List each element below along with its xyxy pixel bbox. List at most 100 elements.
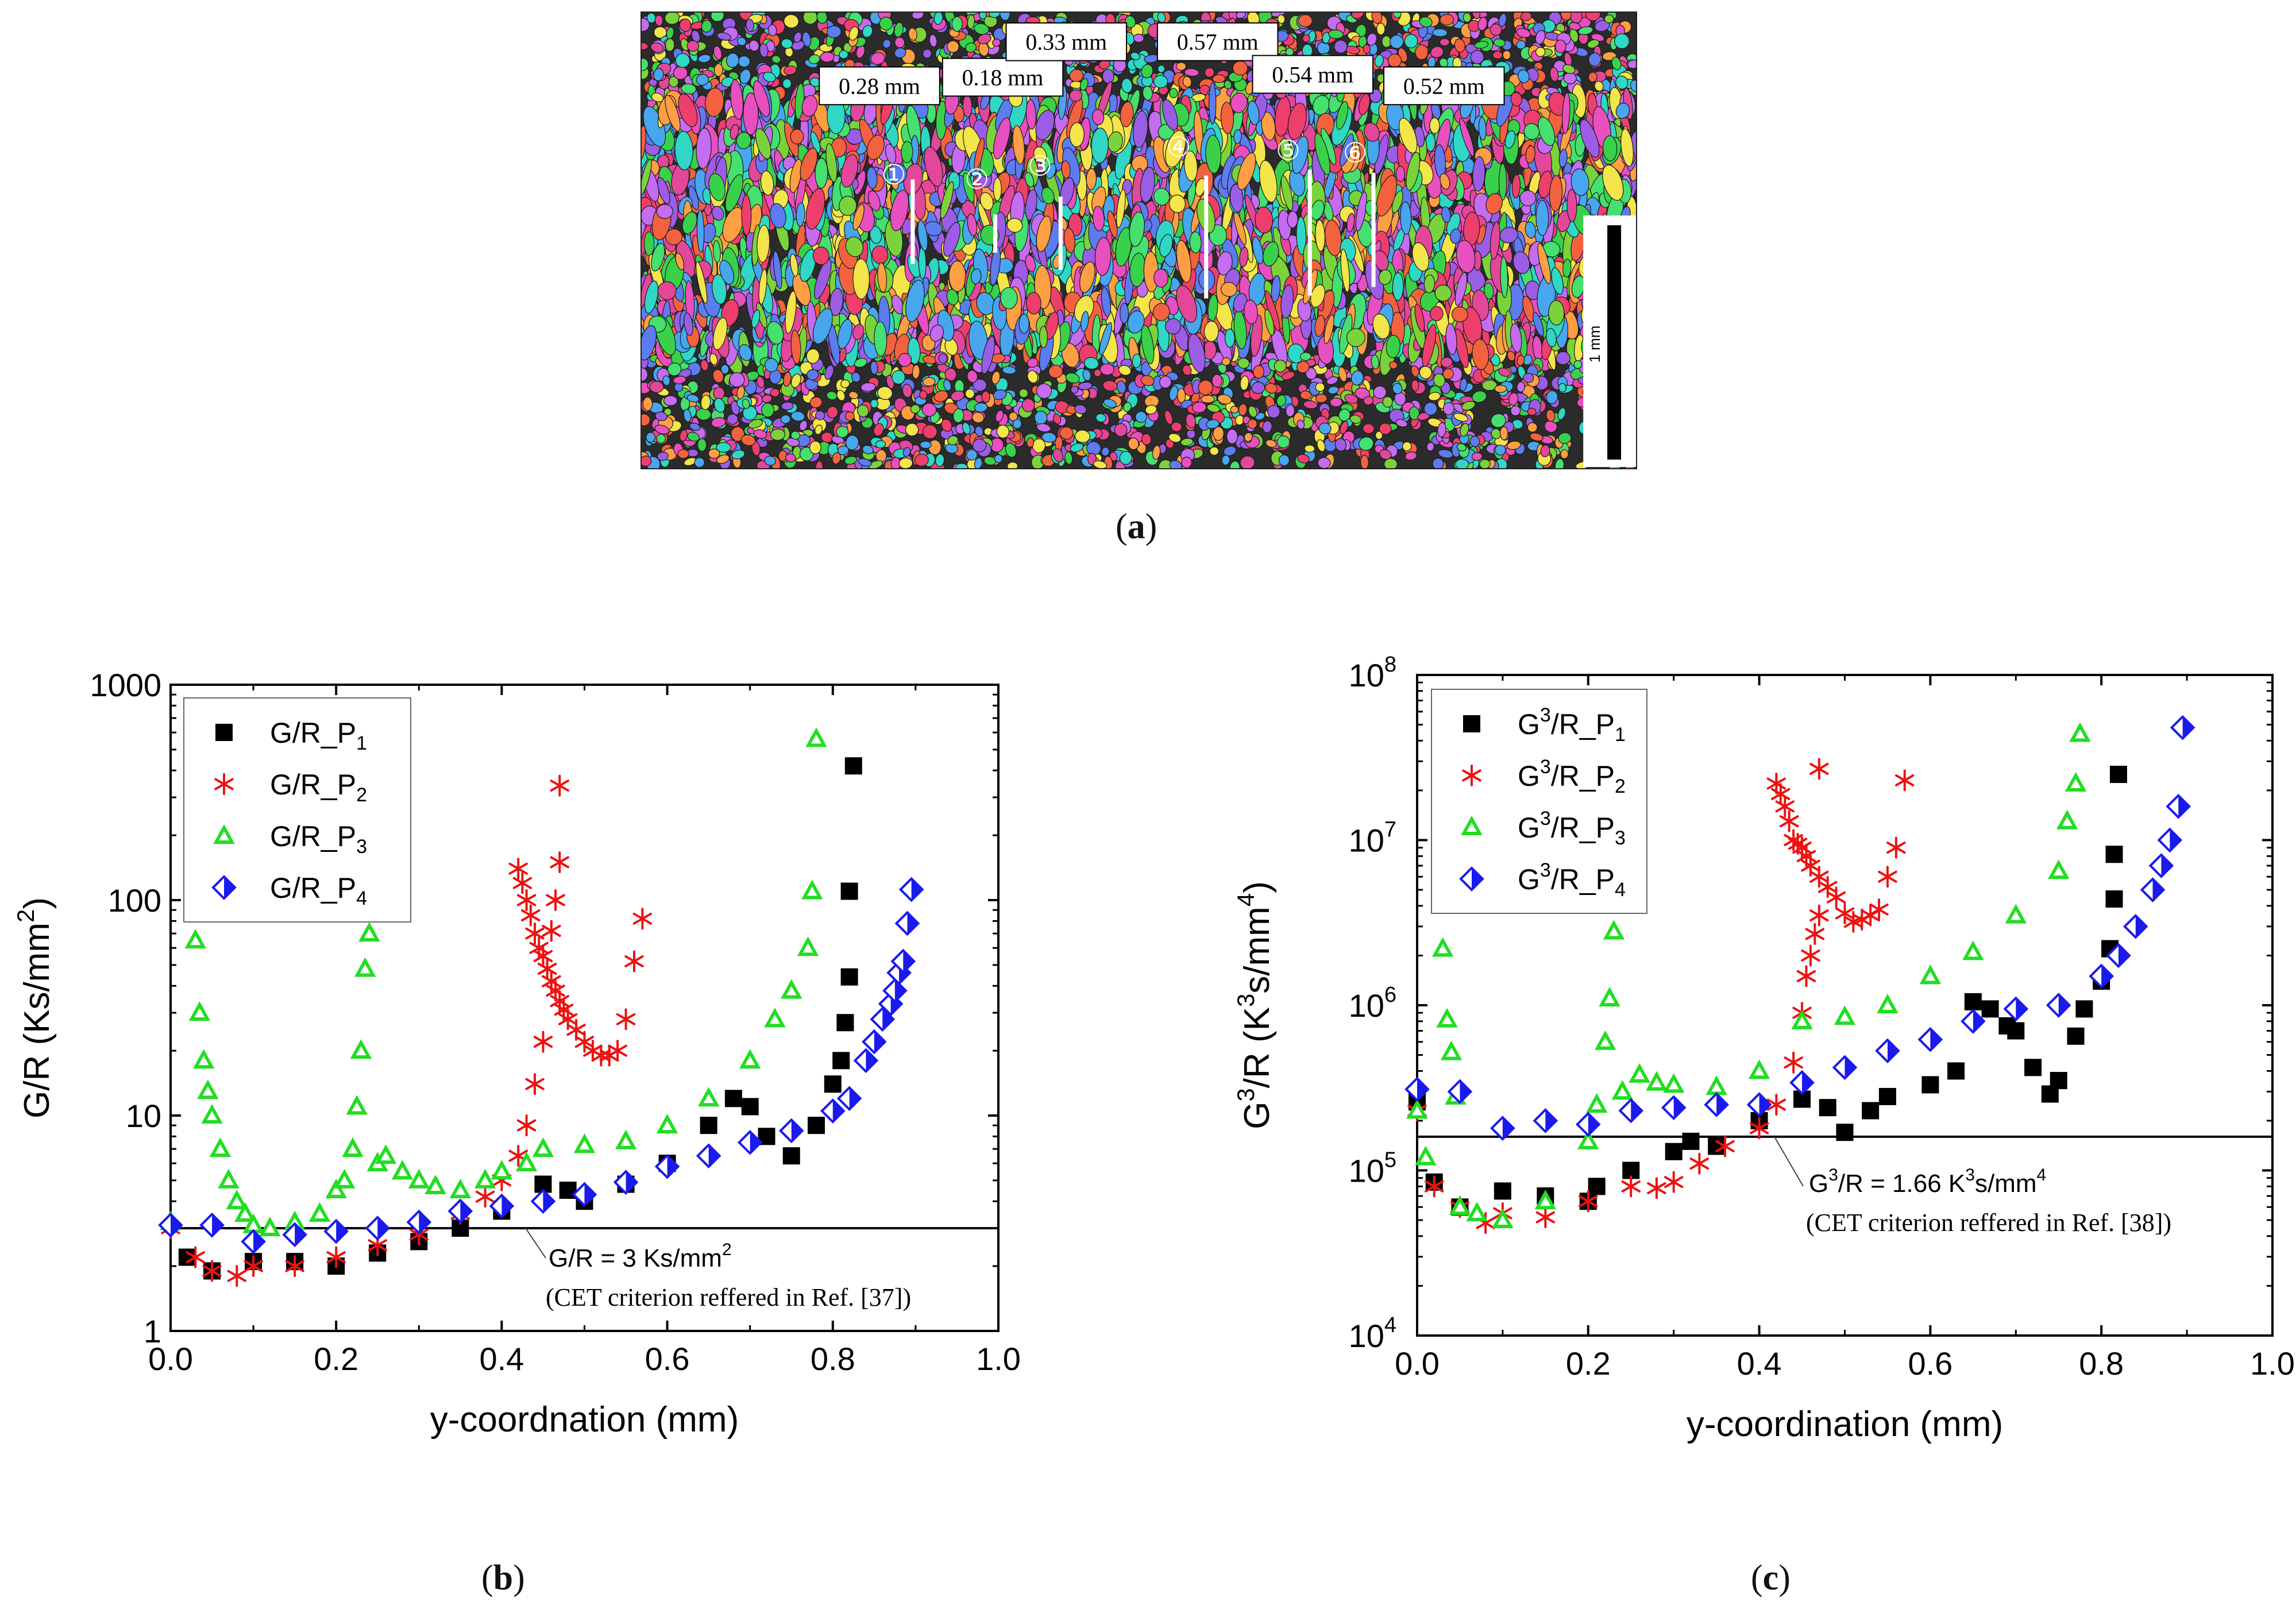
ebsd-grain <box>771 55 781 64</box>
ebsd-grain <box>1211 374 1222 388</box>
ebsd-grain <box>1346 328 1365 347</box>
ebsd-grain <box>948 260 966 292</box>
ebsd-grain <box>802 13 818 25</box>
ebsd-grain <box>698 54 711 63</box>
ebsd-grain <box>1415 44 1429 60</box>
ebsd-grain <box>677 449 689 459</box>
ebsd-grain <box>1363 423 1375 434</box>
ebsd-grain <box>1604 14 1614 24</box>
ebsd-grain <box>882 39 892 49</box>
ebsd-grain <box>845 411 855 421</box>
ebsd-grain <box>694 457 705 468</box>
ebsd-grain <box>1492 51 1503 59</box>
ebsd-grain <box>1203 321 1219 342</box>
ebsd-grain <box>1527 422 1538 433</box>
ebsd-grain <box>697 438 707 452</box>
ebsd-grain <box>1209 446 1220 456</box>
ebsd-grain <box>761 403 774 418</box>
ebsd-grain <box>1439 38 1450 47</box>
ebsd-grain <box>1018 388 1029 398</box>
ebsd-grain <box>920 441 932 449</box>
ebsd-grain <box>1299 352 1312 361</box>
ebsd-grain <box>656 204 673 219</box>
ebsd-grain <box>1176 62 1187 71</box>
ebsd-grain <box>1459 378 1468 392</box>
ebsd-grain <box>1253 365 1264 379</box>
ebsd-grain <box>964 388 975 399</box>
ebsd-grain <box>1329 398 1343 407</box>
ebsd-map-canvas: ① ② ③④ ⑤ ⑥ 0.28 mm 0.18 mm0.33 mm 0.57 mm0.54 … <box>642 13 1636 468</box>
ebsd-grain <box>1034 410 1048 425</box>
ebsd-grain <box>1426 442 1435 452</box>
ebsd-grain <box>1212 74 1226 83</box>
ebsd-grain <box>1442 368 1454 380</box>
ebsd-grain <box>1120 302 1129 324</box>
ebsd-grain <box>1209 82 1217 125</box>
ebsd-grain <box>716 442 731 453</box>
ebsd-grain <box>1099 363 1115 376</box>
ebsd-grain <box>673 66 688 80</box>
ebsd-grain <box>1240 456 1255 468</box>
ebsd-grain <box>1535 199 1549 236</box>
ebsd-grain <box>852 258 870 300</box>
ebsd-grain <box>1000 287 1018 310</box>
ebsd-grain <box>1201 395 1215 403</box>
ebsd-grain <box>646 432 656 443</box>
ebsd-grain <box>951 16 963 32</box>
ebsd-grain <box>727 414 739 425</box>
ebsd-grain <box>738 55 751 68</box>
ebsd-grain <box>1376 22 1386 36</box>
ebsd-grain <box>1402 441 1412 452</box>
ebsd-grain <box>1360 454 1369 468</box>
ebsd-grain <box>1429 117 1440 134</box>
ebsd-grain <box>1395 165 1406 182</box>
ebsd-grain <box>862 25 873 38</box>
ebsd-grain <box>1204 67 1215 78</box>
ebsd-grain <box>643 231 655 256</box>
ebsd-grain <box>1164 410 1173 425</box>
ebsd-grain <box>713 387 725 400</box>
ebsd-grain <box>1223 446 1237 457</box>
ebsd-grain <box>1069 122 1085 148</box>
ebsd-grain <box>1157 64 1166 73</box>
ebsd-grain <box>979 13 987 20</box>
ebsd-grain <box>1471 452 1483 461</box>
ebsd-grain <box>807 369 819 380</box>
ebsd-grain <box>757 376 765 388</box>
ebsd-grain <box>1225 328 1235 348</box>
ebsd-grain <box>1440 14 1454 26</box>
ebsd-grain <box>1502 50 1511 60</box>
ebsd-grain <box>665 38 675 52</box>
ebsd-grain <box>1438 449 1453 458</box>
ebsd-grain <box>1278 454 1290 466</box>
ebsd-grain <box>981 391 990 403</box>
ebsd-grain <box>713 63 723 77</box>
ebsd-grain <box>663 395 678 406</box>
ebsd-grain <box>720 364 730 375</box>
ebsd-grain <box>1064 452 1073 465</box>
ebsd-grain <box>1102 69 1114 84</box>
ebsd-grain <box>1317 457 1331 468</box>
ebsd-grain <box>1026 437 1035 447</box>
ebsd-grain <box>1455 458 1469 468</box>
ebsd-grain <box>1498 163 1507 201</box>
ebsd-grain <box>790 411 805 422</box>
ebsd-grain <box>912 13 924 20</box>
ebsd-grain <box>1189 231 1202 253</box>
ebsd-grains <box>642 13 1636 468</box>
ebsd-grain <box>1535 47 1546 57</box>
ebsd-grain <box>826 25 842 38</box>
ebsd-grain <box>1432 458 1444 468</box>
ebsd-grain <box>1494 385 1507 393</box>
ebsd-grain <box>1432 28 1448 37</box>
ebsd-grain <box>1169 88 1178 98</box>
ebsd-grain <box>1213 426 1224 441</box>
ebsd-grain <box>1470 50 1484 64</box>
ebsd-grain <box>1358 36 1367 48</box>
ebsd-grain <box>840 379 850 388</box>
ebsd-grain <box>649 381 664 393</box>
ebsd-grain <box>1287 211 1298 229</box>
ebsd-grain <box>712 369 724 383</box>
ebsd-grain <box>994 454 1003 464</box>
